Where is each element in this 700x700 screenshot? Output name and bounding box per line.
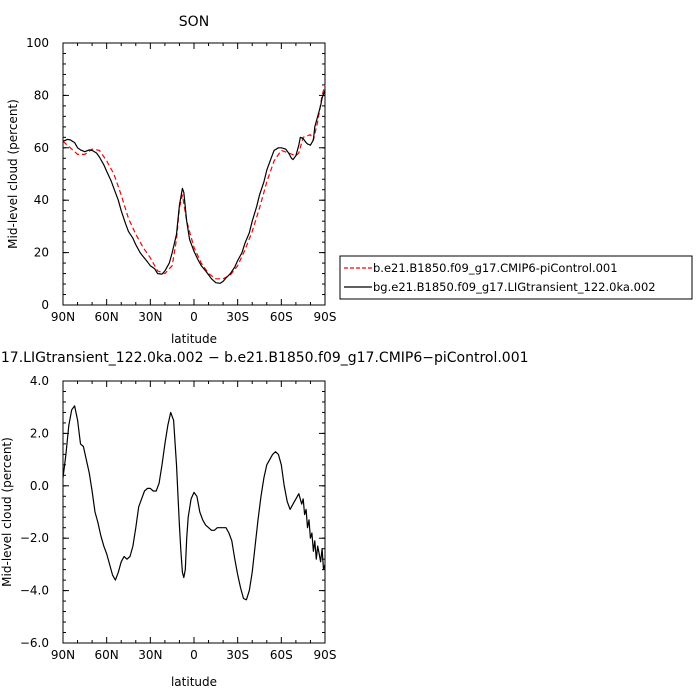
top-x-tick-label: 60S bbox=[270, 310, 293, 324]
bottom-x-tick-label: 0 bbox=[190, 648, 198, 662]
bottom-x-tick-label: 60S bbox=[270, 648, 293, 662]
bottom-series-line-0 bbox=[62, 405, 326, 601]
top-plot-area: 90N 60N 30N 0 30S 60S 90S 0 20 40 60 80 100 bbox=[26, 36, 336, 324]
top-x-tick-label: 30S bbox=[226, 310, 249, 324]
legend: b.e21.B1850.f09_g17.CMIP6-piControl.001 … bbox=[339, 255, 693, 300]
bottom-y-tick-label: −6.0 bbox=[20, 636, 49, 650]
bottom-panel: bg.e21.B1850.f09_g17.LIGtransient_122.0k… bbox=[0, 350, 529, 689]
bottom-plot-frame bbox=[62, 380, 326, 644]
top-y-tick-label: 20 bbox=[34, 246, 49, 260]
bottom-x-tick-label: 30N bbox=[138, 648, 162, 662]
legend-label-ligtransient: bg.e21.B1850.f09_g17.LIGtransient_122.0k… bbox=[373, 280, 656, 294]
bottom-x-tick-label: 30S bbox=[226, 648, 249, 662]
bottom-x-axis-label: latitude bbox=[171, 675, 217, 689]
top-x-tick-label: 0 bbox=[190, 310, 198, 324]
bottom-y-tick-label: 2.0 bbox=[30, 426, 49, 440]
bottom-y-tick-label: −2.0 bbox=[20, 531, 49, 545]
top-y-tick-label: 0 bbox=[41, 298, 49, 312]
top-y-tick-label: 100 bbox=[26, 36, 49, 50]
top-chart-title: SON bbox=[179, 14, 209, 30]
top-plot-frame bbox=[62, 42, 326, 306]
top-y-tick-label: 40 bbox=[34, 193, 49, 207]
bottom-x-tick-label: 90N bbox=[51, 648, 75, 662]
top-y-tick-label: 60 bbox=[34, 141, 49, 155]
top-panel: SON 90N 60N 30N 0 30S 60S 90S 0 20 40 60 80 100 lati… bbox=[6, 14, 693, 346]
bottom-y-tick-label: −4.0 bbox=[20, 584, 49, 598]
bottom-x-tick-label: 60N bbox=[95, 648, 119, 662]
bottom-y-tick-label: 0.0 bbox=[30, 479, 49, 493]
top-x-tick-label: 60N bbox=[95, 310, 119, 324]
bottom-x-tick-label: 90S bbox=[314, 648, 337, 662]
bottom-y-tick-label: 4.0 bbox=[30, 374, 49, 388]
top-series-line-1 bbox=[62, 89, 326, 284]
bottom-plot-area: 90N 60N 30N 0 30S 60S 90S −6.0 −4.0 −2.0 0.0 2.0 4.0 bbox=[20, 374, 337, 662]
top-x-tick-label: 30N bbox=[138, 310, 162, 324]
top-x-tick-label: 90N bbox=[51, 310, 75, 324]
top-y-tick-label: 80 bbox=[34, 88, 49, 102]
legend-box bbox=[339, 255, 693, 300]
top-y-axis-label: Mid-level cloud (percent) bbox=[6, 99, 20, 249]
legend-label-control: b.e21.B1850.f09_g17.CMIP6-piControl.001 bbox=[373, 261, 618, 275]
top-x-axis-label: latitude bbox=[171, 332, 217, 346]
bottom-chart-title: bg.e21.B1850.f09_g17.LIGtransient_122.0k… bbox=[0, 350, 529, 366]
top-x-tick-label: 90S bbox=[314, 310, 337, 324]
bottom-y-axis-label: Mid-level cloud (percent) bbox=[0, 437, 14, 587]
